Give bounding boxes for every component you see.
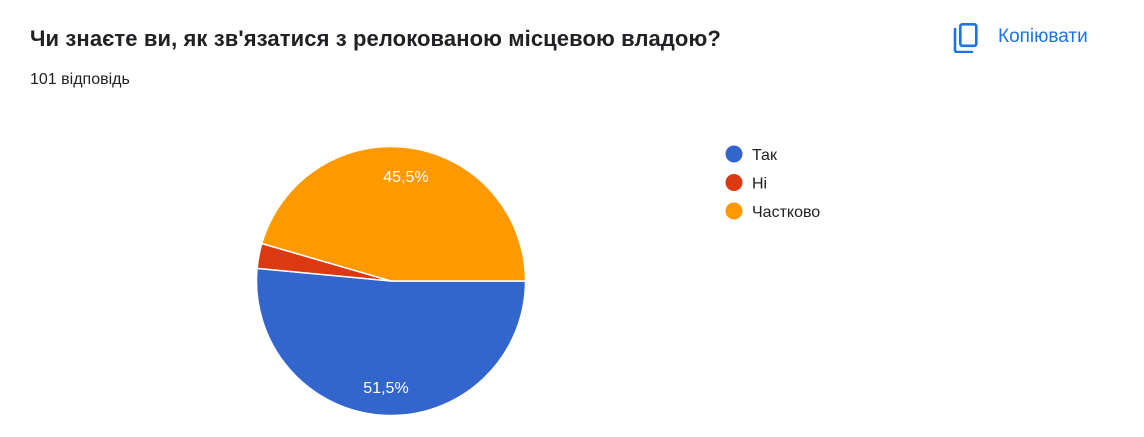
legend-marker-2 (725, 174, 743, 191)
legend-marker-1 (725, 145, 743, 163)
legend-label-3: Частково (752, 204, 820, 221)
copy-icon (953, 23, 978, 53)
pie-slice-label-3: 45,5% (383, 169, 428, 186)
legend-label-1: Так (752, 147, 778, 164)
copy-button-label: Копіювати (998, 26, 1088, 47)
response-count: 101 відповідь (30, 71, 130, 88)
pie-slice-1[interactable] (255, 267, 527, 417)
legend-marker-3 (725, 202, 743, 220)
copy-button[interactable]: Копіювати (942, 14, 1120, 62)
pie-slice-label-1: 51,5% (363, 380, 408, 397)
pie-slice-3[interactable] (260, 145, 527, 282)
pie-slice-labels: 51,5% 45,5% (363, 169, 428, 397)
legend-label-2: Ні (752, 176, 767, 193)
chart-title: Чи знаєте ви, як зв'язатися з релоковано… (30, 26, 721, 51)
chart-legend: Так Ні Частково (725, 145, 820, 221)
pie-slices (255, 145, 527, 417)
